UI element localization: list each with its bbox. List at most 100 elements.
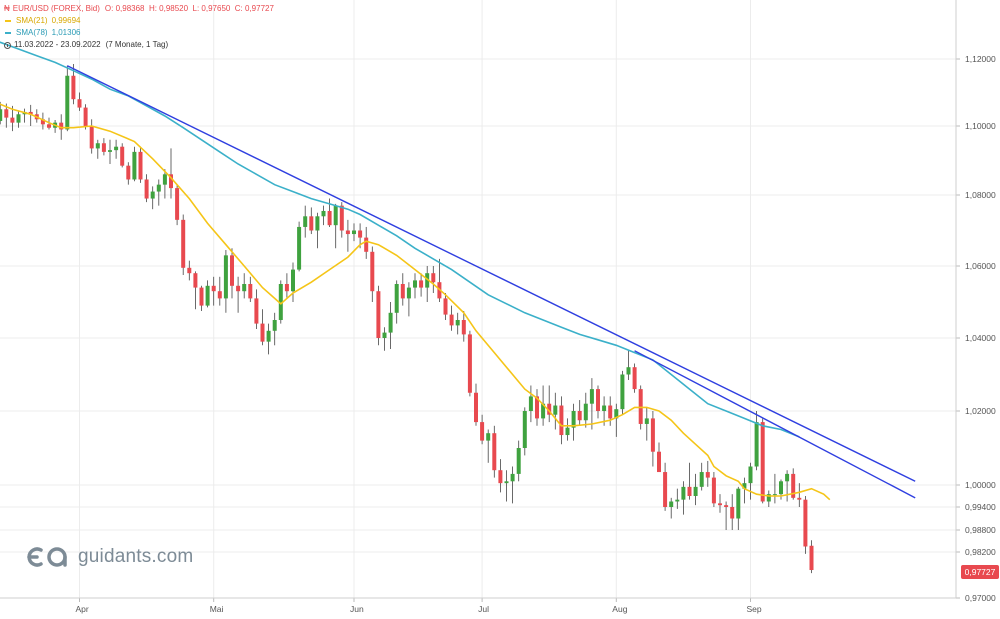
x-tick-label: Sep (747, 604, 762, 614)
legend-ohlc: O: 0,98368 H: 0,98520 L: 0,97650 C: 0,97… (104, 4, 274, 13)
candle-body (608, 405, 613, 419)
candle-body (748, 466, 753, 484)
forex-icon: ₦ (4, 4, 10, 13)
candle-body (297, 226, 302, 270)
candle-body (120, 146, 125, 166)
candle-body (467, 334, 472, 393)
candle-body (309, 216, 314, 231)
candle-body (730, 507, 735, 519)
candle-body (83, 107, 88, 126)
candle-body (339, 205, 344, 231)
y-tick-label: 1,10000 (965, 121, 996, 131)
sma21-line (0, 103, 831, 501)
candle-body (785, 473, 790, 482)
legend-sma78-value: 1,01306 (51, 28, 81, 37)
candle-body (278, 284, 283, 320)
candle-body (242, 284, 247, 292)
candles (0, 64, 814, 574)
candle-body (779, 481, 783, 495)
y-tick-label: 1,00000 (965, 480, 996, 490)
last-price-tag: 0,97727 (961, 565, 999, 579)
candle-body (711, 477, 716, 504)
candle-body (260, 323, 265, 342)
candle-body (596, 389, 600, 411)
candle-body (187, 267, 192, 274)
candle-body (650, 418, 655, 452)
candle-body (510, 473, 515, 482)
candle-body (284, 284, 289, 292)
candle-body (376, 291, 381, 338)
y-tick-label: 0,98200 (965, 547, 996, 557)
candle-body (443, 298, 448, 315)
candle-body (705, 472, 710, 478)
sma21-swatch (5, 20, 11, 22)
candle-body (205, 285, 210, 306)
candle-body (370, 251, 375, 292)
chart-legend: ₦ EUR/USD (FOREX, Bid) O: 0,98368 H: 0,9… (4, 3, 274, 51)
candle-body (345, 230, 350, 235)
candle-body (89, 126, 94, 149)
candle-body (230, 255, 234, 286)
candle-body (272, 320, 277, 331)
candle-body (687, 486, 692, 496)
candle-body (626, 367, 631, 375)
candle-body (10, 117, 15, 123)
candle-body (327, 210, 332, 226)
candle-body (541, 403, 546, 419)
legend-instrument-row: ₦ EUR/USD (FOREX, Bid) O: 0,98368 H: 0,9… (4, 3, 274, 15)
candle-body (400, 284, 405, 299)
candle-body (480, 422, 485, 441)
candle-body (522, 411, 527, 448)
candle-body (425, 273, 430, 288)
y-tick-label: 1,12000 (965, 54, 996, 64)
guidants-logo-icon (27, 547, 67, 567)
candle-body (114, 146, 119, 151)
candle-body (528, 396, 533, 411)
candle-body (547, 403, 552, 415)
candle-body (455, 320, 460, 326)
candle-body (352, 230, 356, 235)
candle-body (553, 405, 558, 415)
candle-body (266, 330, 271, 342)
candle-body (358, 230, 363, 238)
guidants-logo[interactable]: guidants.com (24, 544, 193, 570)
candle-body (766, 494, 771, 502)
candle-body (638, 389, 643, 424)
candle-body (315, 216, 320, 231)
x-tick-label: Aug (612, 604, 627, 614)
candle-body (486, 433, 491, 441)
candle-body (516, 448, 521, 474)
candle-body (217, 291, 222, 299)
candle-body (431, 273, 436, 283)
candle-body (614, 409, 619, 419)
trendline (66, 65, 916, 482)
candle-body (40, 119, 45, 125)
candle-body (199, 287, 204, 306)
sma78-line (0, 41, 800, 438)
legend-sma21-label: SMA(21) (16, 16, 48, 25)
legend-sma78-label: SMA(78) (16, 28, 48, 37)
candle-body (736, 488, 741, 519)
candle-body (644, 418, 649, 424)
candle-body (181, 219, 186, 268)
candle-body (333, 205, 338, 226)
candle-body (321, 210, 326, 217)
candle-body (724, 505, 729, 507)
candle-body (291, 269, 295, 292)
candle-body (565, 427, 570, 436)
candle-body (126, 165, 131, 180)
candle-body (406, 287, 411, 299)
candle-body (742, 483, 747, 489)
candle-body (577, 411, 582, 421)
legend-period: (7 Monate, 1 Tag) (105, 40, 169, 49)
candle-body (211, 285, 216, 292)
candle-body (474, 392, 478, 423)
candle-body (583, 403, 588, 421)
candle-body (77, 99, 82, 108)
candle-body (699, 472, 704, 487)
candle-body (803, 499, 808, 547)
candle-body (461, 320, 466, 335)
y-tick-label: 1,04000 (965, 333, 996, 343)
